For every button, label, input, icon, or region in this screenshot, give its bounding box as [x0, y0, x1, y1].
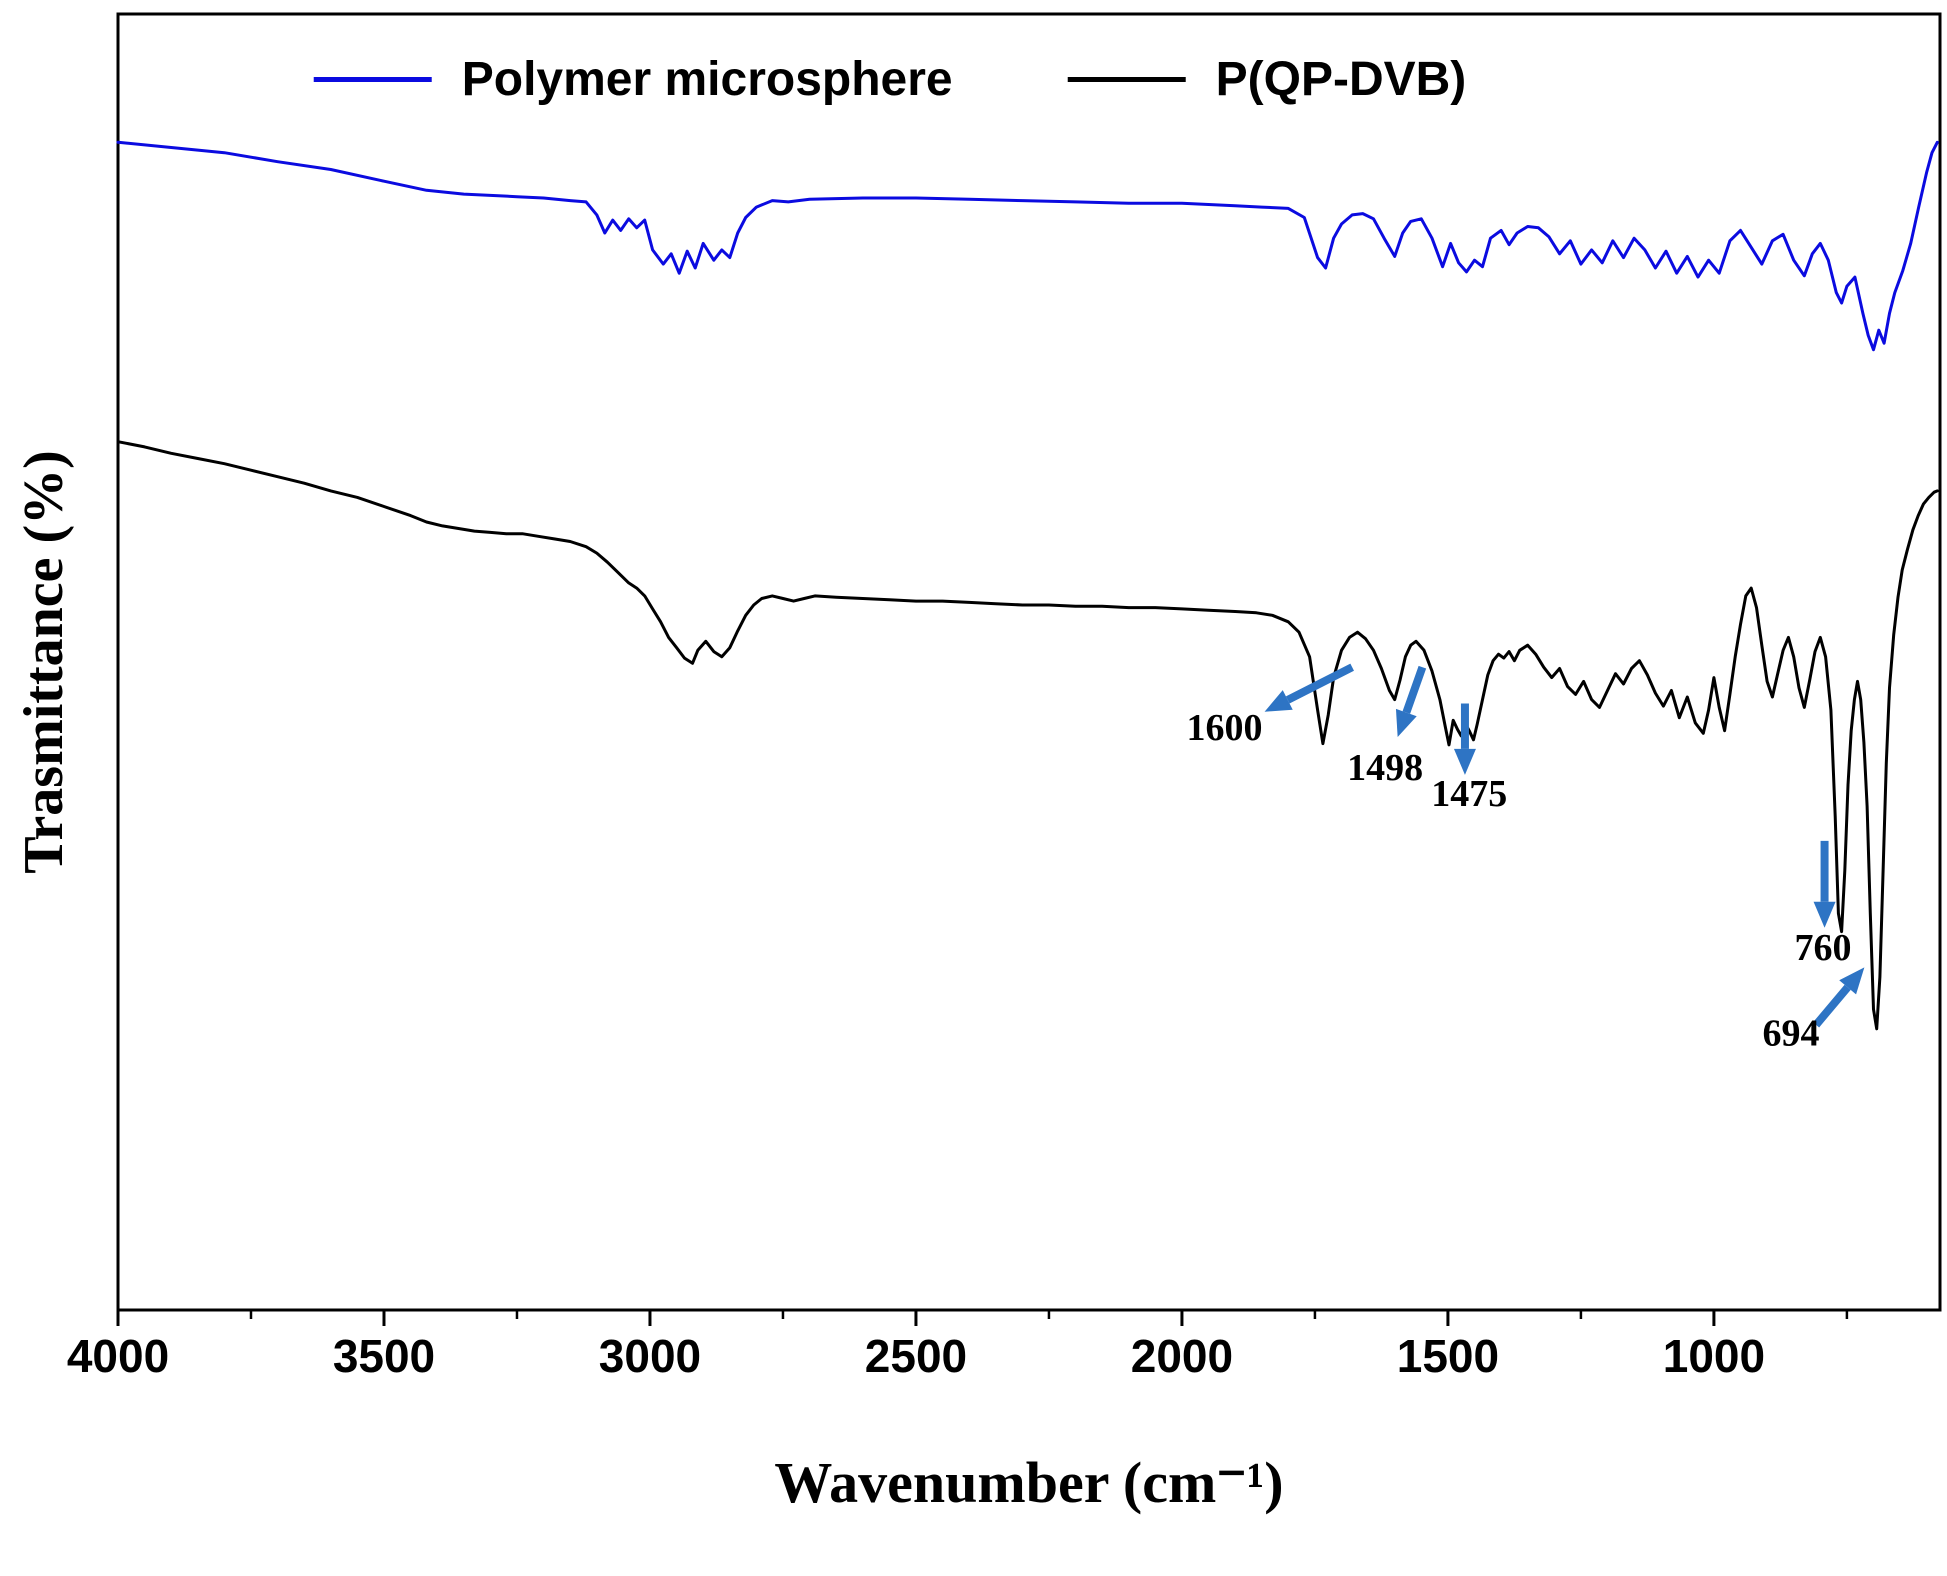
peak-annotation-label: 1498: [1347, 747, 1423, 789]
peak-annotation-arrowhead: [1813, 901, 1836, 928]
y-axis-title: Trasmittance (%): [13, 450, 75, 874]
legend-line-polymer-microsphere: [313, 77, 432, 82]
spectrum-curve-0: [116, 140, 1939, 352]
x-tick-label: 2500: [865, 1330, 967, 1382]
x-tick-label: 4000: [67, 1330, 169, 1382]
x-tick-label: 1000: [1663, 1330, 1765, 1382]
peak-annotation-arrow: [1285, 663, 1354, 704]
peak-annotation-label: 1475: [1431, 773, 1507, 815]
legend-label-polymer-microsphere: Polymer microsphere: [461, 53, 953, 106]
legend-item-polymer-microsphere: Polymer microsphere: [313, 52, 953, 107]
legend: Polymer microsphere P(QP-DVB): [313, 52, 1467, 107]
legend-line-pqp-dvb: [1067, 77, 1186, 82]
x-tick-label: 2000: [1131, 1330, 1233, 1382]
x-tick-label: 1500: [1397, 1330, 1499, 1382]
peak-annotation-label: 1600: [1186, 707, 1262, 749]
peak-annotation-label: 760: [1794, 927, 1851, 969]
plot-frame: [116, 12, 1942, 1312]
x-tick-label: 3500: [333, 1330, 435, 1382]
peak-annotation-arrow: [1402, 665, 1427, 714]
peak-annotation-arrowhead: [1395, 708, 1417, 738]
peak-annotation-arrowhead: [1453, 748, 1476, 775]
peak-annotation-label: 694: [1763, 1013, 1820, 1055]
x-tick-label: 3000: [599, 1330, 701, 1382]
peak-annotation-arrow: [1812, 984, 1851, 1028]
legend-label-pqp-dvb: P(QP-DVB): [1215, 53, 1467, 106]
legend-item-pqp-dvb: P(QP-DVB): [1067, 52, 1467, 107]
peak-annotation-arrowhead: [1839, 967, 1865, 995]
spectrum-curve-1: [116, 440, 1939, 1031]
peak-annotation-arrowhead: [1264, 690, 1293, 712]
x-axis-title: Wavenumber (cm⁻¹): [774, 1450, 1284, 1515]
